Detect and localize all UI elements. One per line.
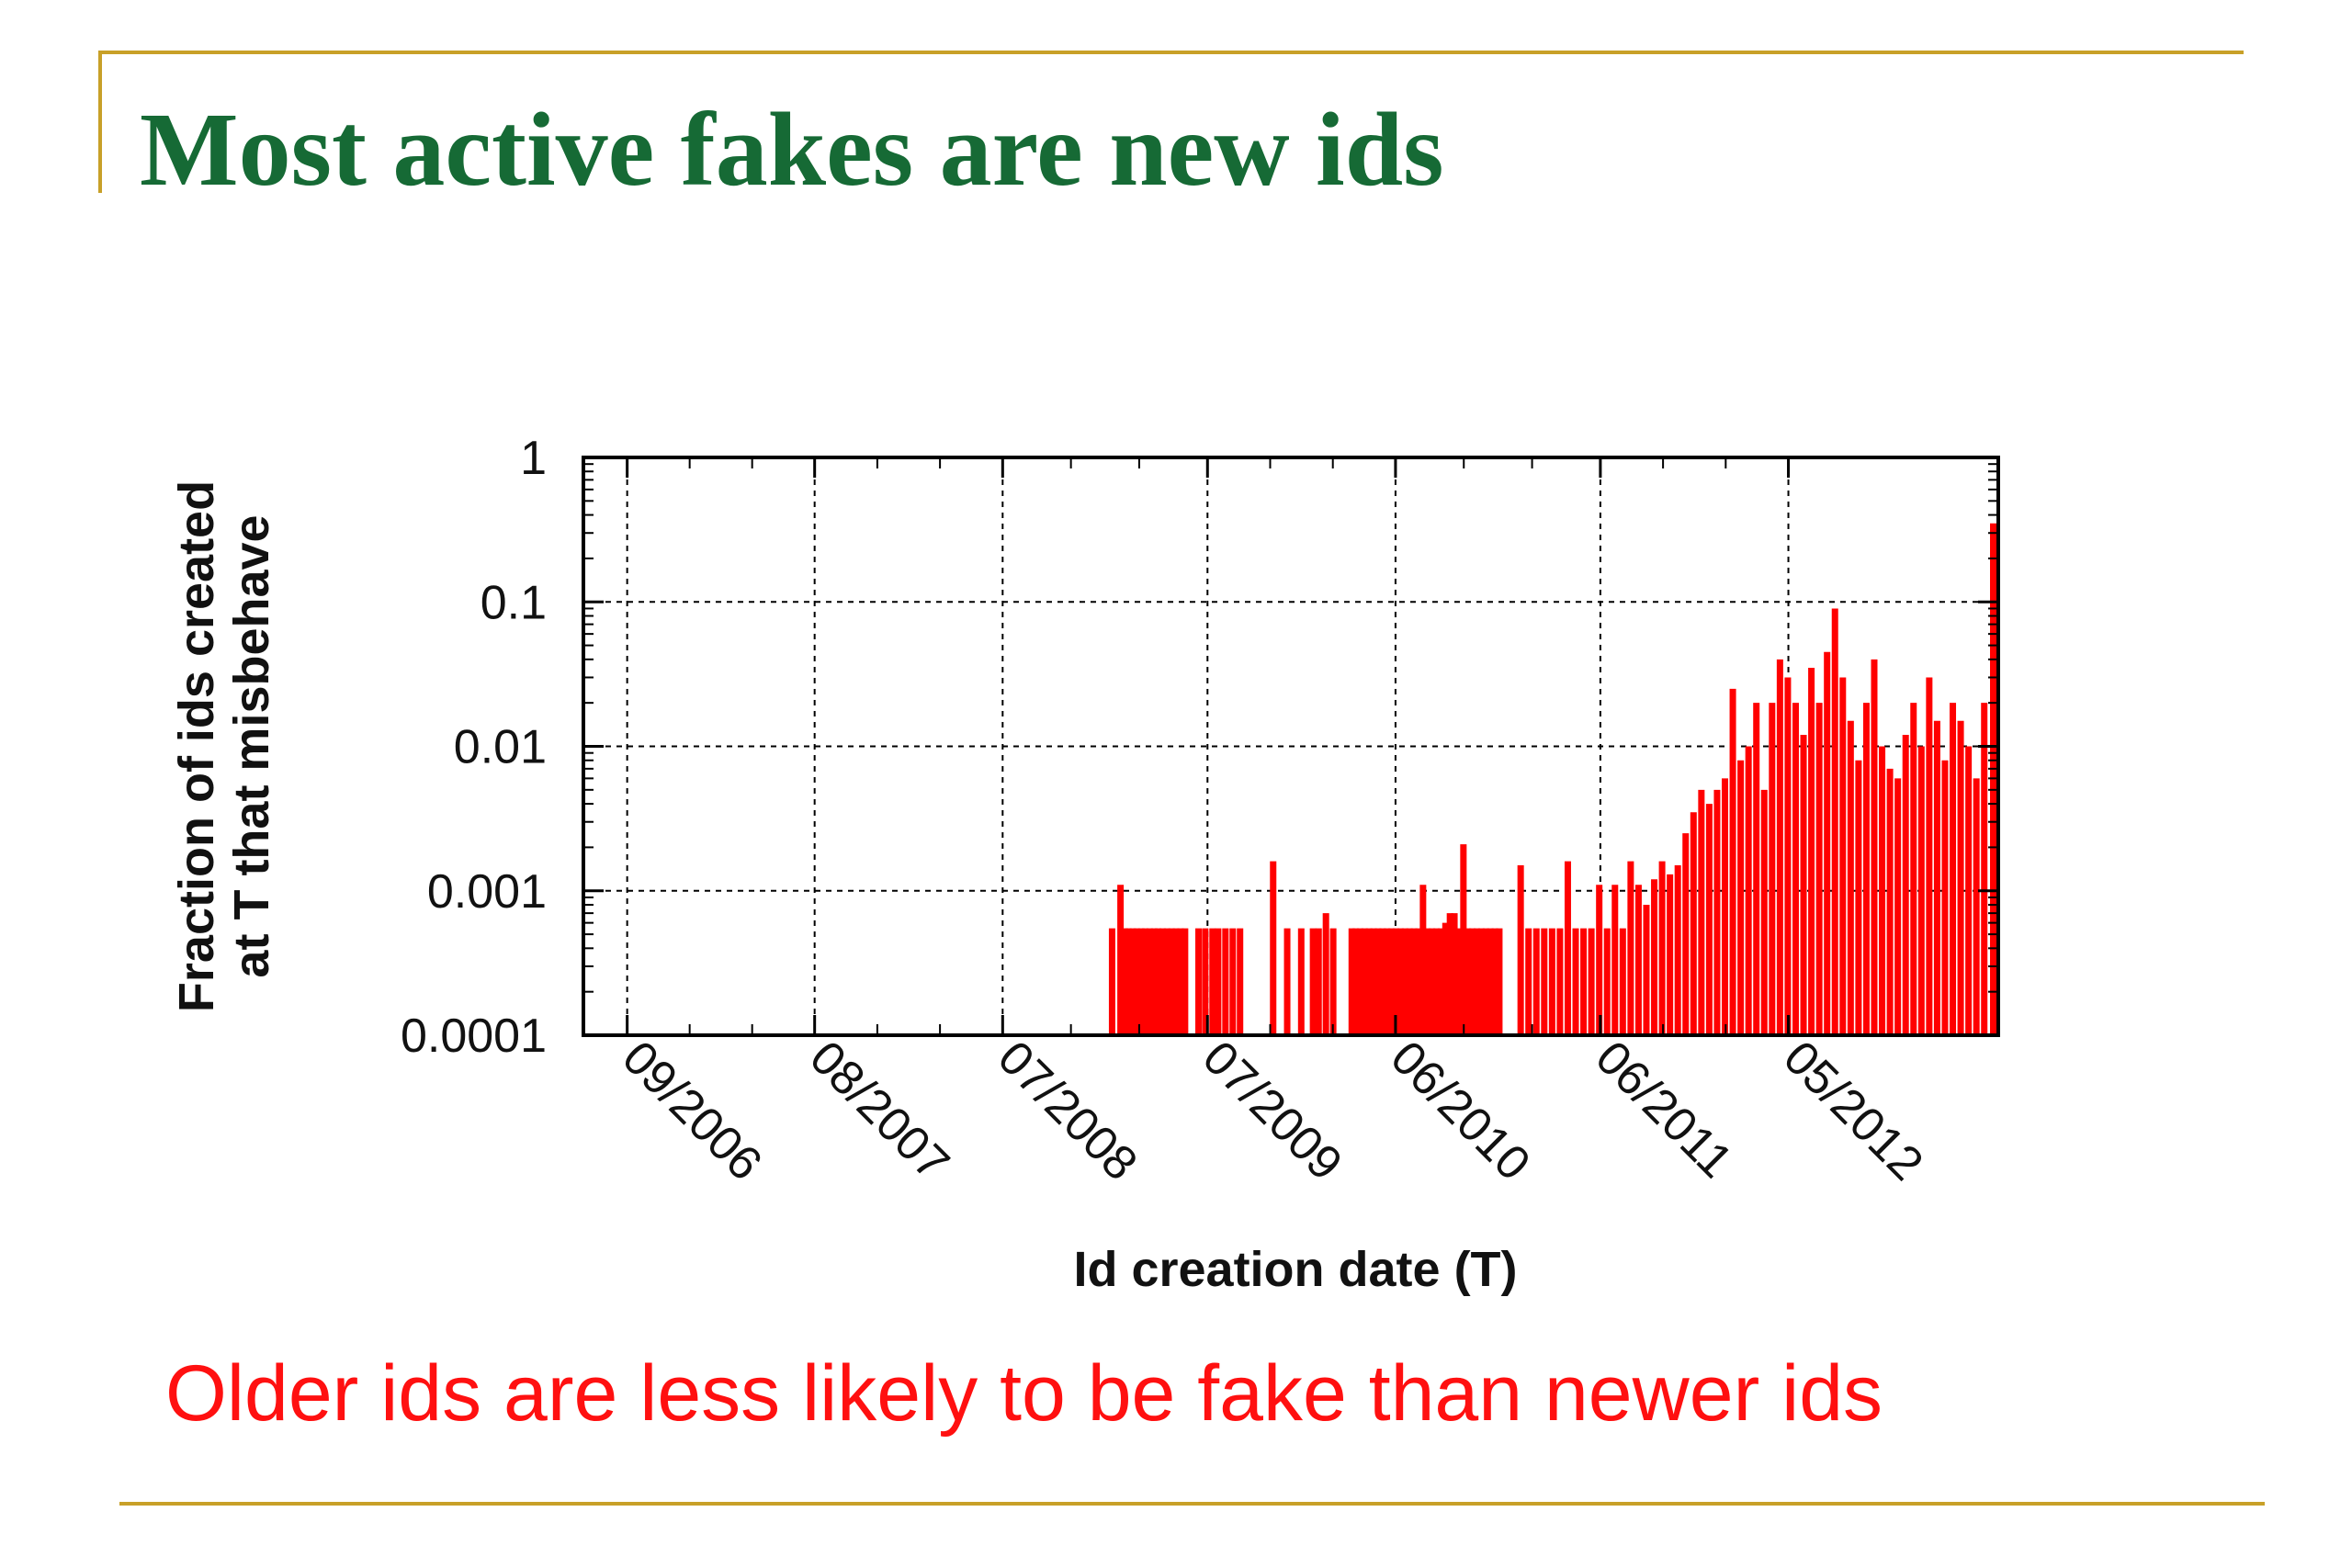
y-tick-label: 0.0001 [401, 1010, 547, 1063]
y-tick-label: 0.001 [427, 865, 547, 919]
slide-title: Most active fakes are new ids [140, 91, 1444, 208]
x-tick-label: 06/2010 [1380, 1031, 1540, 1190]
left-rule [98, 51, 102, 193]
bottom-rule [119, 1502, 2265, 1506]
y-tick-labels: 0.0001 0.001 0.01 0.1 1 [401, 432, 547, 1063]
x-tick-labels: 09/2006 08/2007 07/2008 07/2009 06/2010 06/20… [612, 1031, 1933, 1190]
y-tick-label: 0.01 [454, 721, 547, 774]
chart-bars [1108, 523, 1997, 1035]
y-axis-title-line1: Fraction of ids created [169, 480, 224, 1012]
y-tick-label: 1 [520, 432, 547, 485]
slide-caption: Older ids are less likely to be fake tha… [165, 1349, 1883, 1438]
x-tick-label: 06/2011 [1585, 1031, 1742, 1188]
top-rule [98, 51, 2244, 54]
x-tick-label: 07/2009 [1193, 1031, 1352, 1190]
x-axis-title: Id creation date (T) [1073, 1242, 1517, 1297]
x-tick-label: 05/2012 [1773, 1031, 1933, 1190]
y-tick-label: 0.1 [481, 576, 547, 629]
plot-frame [582, 456, 2000, 1037]
x-tick-label: 09/2006 [612, 1031, 772, 1190]
x-tick-label: 08/2007 [799, 1031, 959, 1190]
x-tick-label: 07/2008 [988, 1031, 1148, 1190]
y-axis-title-line2: at T that misbehave [224, 514, 279, 977]
